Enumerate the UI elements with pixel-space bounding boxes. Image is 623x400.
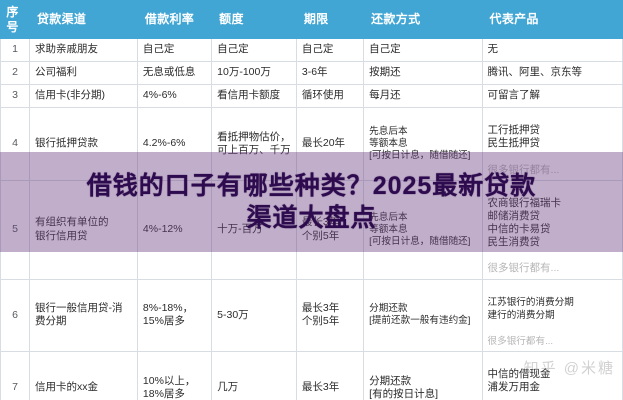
- cell-amount: 自己定: [211, 38, 297, 62]
- cell-product-main: 可留言了解: [487, 89, 541, 102]
- table-row: 1 求助亲戚朋友 自己定 自己定 自己定 自己定 无: [0, 38, 623, 62]
- cell-product: 中信的借现金 浦发万用金 很多银行都有...: [481, 351, 623, 400]
- cell-product-main: 腾讯、阿里、京东等: [487, 66, 583, 79]
- cell-product-main: 无: [487, 43, 499, 56]
- cell-index: 5: [0, 179, 30, 280]
- cell-amount: 5-30万: [211, 278, 297, 353]
- cell-index: 6: [0, 278, 30, 353]
- cell-repay: 按期还: [363, 61, 483, 85]
- cell-amount: 看信用卡额度: [211, 84, 297, 108]
- cell-product-more: 很多银行都有...: [487, 262, 560, 275]
- cell-rate: 自己定: [136, 38, 213, 62]
- cell-rate: 4.2%-6%: [136, 107, 213, 181]
- column-header-channel: 贷款渠道: [29, 0, 138, 39]
- cell-product: 农商银行福瑞卡 邮储消费贷 中信的卡易贷 民生消费贷 很多银行都有...: [481, 179, 623, 280]
- cell-channel: 信用卡(非分期): [29, 84, 138, 108]
- table-header-row: 序号 贷款渠道 借款利率 额度 期限 还款方式 代表产品: [0, 0, 623, 39]
- cell-channel: 信用卡的xx金: [29, 351, 138, 400]
- cell-index: 4: [0, 107, 30, 181]
- cell-rate: 10%以上， 18%居多: [136, 351, 213, 400]
- cell-channel: 银行一般信用贷-消 费分期: [29, 278, 138, 353]
- cell-product: 腾讯、阿里、京东等: [481, 61, 623, 85]
- cell-term: 最长3年 个别5年: [295, 179, 365, 280]
- table-header: 序号 贷款渠道 借款利率 额度 期限 还款方式 代表产品: [0, 0, 623, 39]
- cell-amount: 10万-100万: [211, 61, 297, 85]
- cell-term: 最长20年: [295, 107, 365, 181]
- cell-term: 最长3年: [295, 351, 365, 400]
- column-header-term: 期限: [295, 0, 365, 39]
- cell-term: 3-6年: [295, 61, 365, 85]
- cell-channel: 求助亲戚朋友: [29, 38, 138, 62]
- column-header-amount: 额度: [211, 0, 297, 39]
- cell-index: 7: [0, 351, 30, 400]
- cell-index: 1: [0, 38, 30, 62]
- cell-product: 无: [481, 38, 623, 62]
- table-row: 6 银行一般信用贷-消 费分期 8%-18%， 15%居多 5-30万 最长3年…: [0, 278, 623, 353]
- cell-rate: 4%-6%: [136, 84, 213, 108]
- cell-product-main: 江苏银行的消费分期 建行的消费分期: [487, 296, 574, 321]
- cell-product-more: 很多银行都有...: [487, 163, 560, 176]
- cell-index: 3: [0, 84, 30, 108]
- cell-rate: 4%-12%: [136, 179, 213, 280]
- cell-rate: 无息或低息: [136, 61, 213, 85]
- cell-amount: 十万-百万: [211, 179, 297, 280]
- cell-rate: 8%-18%， 15%居多: [136, 278, 213, 353]
- cell-repay: 分期还款 [有的按日计息]: [363, 351, 483, 400]
- cell-amount: 几万: [211, 351, 297, 400]
- cell-product-main: 中信的借现金 浦发万用金: [487, 368, 551, 394]
- cell-repay: 先息后本 等额本息 [可按日计息，随借随还]: [363, 179, 483, 280]
- table-row: 7 信用卡的xx金 10%以上， 18%居多 几万 最长3年 分期还款 [有的按…: [0, 351, 623, 400]
- cell-channel: 公司福利: [29, 61, 138, 85]
- cell-channel: 有组织有单位的 银行信用贷: [29, 179, 138, 280]
- cell-product-main: 农商银行福瑞卡 邮储消费贷 中信的卡易贷 民生消费贷: [487, 196, 562, 249]
- cell-product-more: 很多银行都有...: [487, 336, 554, 347]
- column-header-product: 代表产品: [481, 0, 623, 39]
- cell-term: 循环使用: [295, 84, 365, 108]
- column-header-index: 序号: [0, 0, 30, 39]
- cell-index: 2: [0, 61, 30, 85]
- cell-repay: 分期还款 [提前还款一般有违约金]: [363, 278, 483, 353]
- cell-term: 最长3年 个别5年: [295, 278, 365, 353]
- table-row: 3 信用卡(非分期) 4%-6% 看信用卡额度 循环使用 每月还 可留言了解: [0, 84, 623, 108]
- cell-term: 自己定: [295, 38, 365, 62]
- cell-product: 可留言了解: [481, 84, 623, 108]
- column-header-repay: 还款方式: [363, 0, 483, 39]
- table-row: 4 银行抵押贷款 4.2%-6% 看抵押物估价， 可上百万、千万 最长20年 先…: [0, 107, 623, 181]
- cell-amount: 看抵押物估价， 可上百万、千万: [211, 107, 297, 181]
- cell-product-main: 工行抵押贷 民生抵押贷: [487, 124, 541, 150]
- cell-channel: 银行抵押贷款: [29, 107, 138, 181]
- cell-product: 工行抵押贷 民生抵押贷 很多银行都有...: [481, 107, 623, 181]
- column-header-rate: 借款利率: [136, 0, 213, 39]
- table-row: 2 公司福利 无息或低息 10万-100万 3-6年 按期还 腾讯、阿里、京东等: [0, 61, 623, 85]
- cell-product: 江苏银行的消费分期 建行的消费分期 很多银行都有...: [481, 278, 623, 353]
- table-row: 5 有组织有单位的 银行信用贷 4%-12% 十万-百万 最长3年 个别5年 先…: [0, 179, 623, 280]
- table-body: 1 求助亲戚朋友 自己定 自己定 自己定 自己定 无 2 公司福利 无息或低息 …: [0, 38, 623, 400]
- cell-repay: 先息后本 等额本息 [可按日计息，随借随还]: [363, 107, 483, 181]
- cell-repay: 每月还: [363, 84, 483, 108]
- cell-repay: 自己定: [363, 38, 483, 62]
